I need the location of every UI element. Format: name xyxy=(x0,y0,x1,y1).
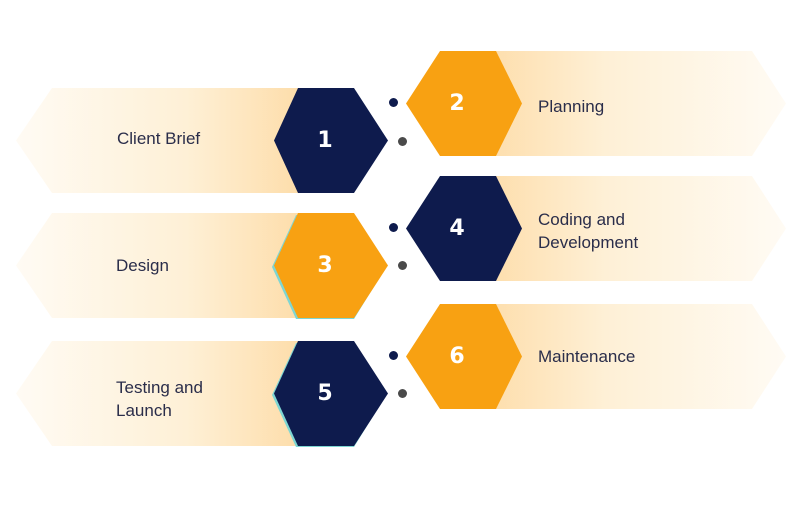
band-step-2 xyxy=(458,51,786,156)
connector-dot xyxy=(389,223,398,232)
step-number-2: 2 xyxy=(449,91,465,116)
step-number-5: 5 xyxy=(317,381,333,406)
step-label-6: Maintenance xyxy=(538,347,636,366)
hexagon-step-1 xyxy=(274,88,388,193)
step-number-6: 6 xyxy=(449,344,465,369)
step-label-3: Design xyxy=(116,256,169,275)
step-label-1: Client Brief xyxy=(117,129,201,148)
step-number-4: 4 xyxy=(449,216,465,241)
hexagon-step-3 xyxy=(274,213,388,318)
band-step-4 xyxy=(458,176,786,281)
band-step-3 xyxy=(16,213,325,318)
step-number-3: 3 xyxy=(317,253,333,278)
band-step-6 xyxy=(458,304,786,409)
hexagon-step-2 xyxy=(406,51,522,156)
connector-dot xyxy=(398,137,407,146)
band-step-5 xyxy=(16,341,325,446)
step-label-4: Coding and Development xyxy=(538,210,639,252)
connector-dot xyxy=(398,389,407,398)
hexagon-step-5 xyxy=(274,341,388,446)
connector-dot xyxy=(389,98,398,107)
connector-dot xyxy=(389,351,398,360)
hexagon-step-6 xyxy=(406,304,522,409)
hexagon-step-4 xyxy=(406,176,522,281)
step-label-5: Testing and Launch xyxy=(116,378,203,420)
step-label-2: Planning xyxy=(538,97,605,116)
connector-dot xyxy=(398,261,407,270)
band-step-1 xyxy=(16,88,325,193)
step-number-1: 1 xyxy=(317,128,333,153)
